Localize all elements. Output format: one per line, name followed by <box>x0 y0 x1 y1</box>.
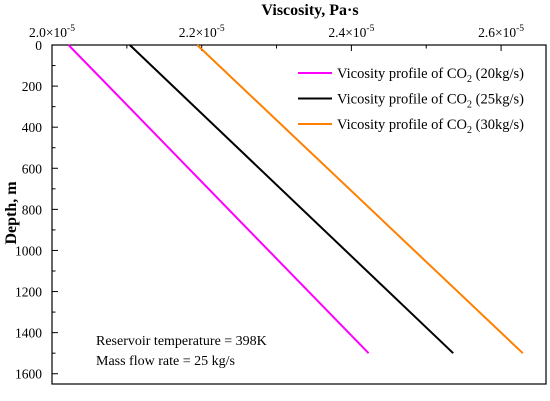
x-tick-label: 2.6×10-5 <box>478 24 524 40</box>
legend-label-text: Vicosity profile of CO <box>337 66 467 82</box>
legend-label-text: Vicosity profile of CO <box>337 92 467 108</box>
legend: Vicosity profile of CO2 (20kg/s)Vicosity… <box>298 66 524 136</box>
legend-label-suffix: (25kg/s) <box>472 92 524 108</box>
x-axis-title: Viscosity, Pa·s <box>261 2 358 19</box>
data-series <box>67 44 524 354</box>
x-tick-exponent: -5 <box>217 24 225 34</box>
x-tick-label: 2.2×10-5 <box>179 24 225 40</box>
x-tick-exponent: -5 <box>516 24 524 34</box>
y-tick-label: 0 <box>35 38 42 53</box>
y-tick-label: 800 <box>22 202 43 217</box>
legend-label-subscript: 2 <box>467 125 472 136</box>
plot-frame <box>51 44 547 385</box>
legend-label-subscript: 2 <box>467 74 472 85</box>
annotations: Reservoir temperature = 398K Mass flow ra… <box>96 334 267 369</box>
x-tick-mantissa: 2.0×10 <box>29 25 67 40</box>
legend-label-2: Vicosity profile of CO2 (25kg/s) <box>337 92 524 111</box>
x-tick-label: 2.0×10-5 <box>29 24 75 40</box>
annotation-1: Reservoir temperature = 398K <box>96 334 267 349</box>
annotation-2: Mass flow rate = 25 kg/s <box>96 354 235 369</box>
y-tick-label: 1400 <box>15 326 42 341</box>
legend-label-3: Vicosity profile of CO2 (30kg/s) <box>337 117 524 136</box>
y-axis-title: Depth, m <box>3 181 20 245</box>
legend-label-subscript: 2 <box>467 100 472 111</box>
y-tick-label: 400 <box>22 120 43 135</box>
plot-area-border <box>51 44 547 385</box>
series-line-2 <box>129 44 454 354</box>
series-line-1 <box>67 44 370 354</box>
y-tick-label: 1200 <box>15 285 42 300</box>
series-line-3 <box>196 44 524 354</box>
x-tick-exponent: -5 <box>67 24 75 34</box>
x-tick-mantissa: 2.6×10 <box>478 25 516 40</box>
x-tick-exponent: -5 <box>366 24 374 34</box>
y-tick-label: 200 <box>22 79 43 94</box>
y-tick-label: 1000 <box>15 243 42 258</box>
legend-label-text: Vicosity profile of CO <box>337 117 467 133</box>
x-tick-label: 2.4×10-5 <box>328 24 374 40</box>
legend-label-suffix: (20kg/s) <box>472 66 524 82</box>
legend-label-suffix: (30kg/s) <box>472 117 524 133</box>
x-tick-mantissa: 2.2×10 <box>179 25 217 40</box>
y-tick-label: 600 <box>22 161 43 176</box>
y-axis-ticks: 0 200 400 600 800 1000 1200 1400 1600 <box>15 38 58 382</box>
legend-label-1: Vicosity profile of CO2 (20kg/s) <box>337 66 524 85</box>
y-tick-label: 1600 <box>15 367 42 382</box>
x-tick-mantissa: 2.4×10 <box>328 25 366 40</box>
x-axis-ticks: 2.0×10-5 2.2×10-5 2.4×10-5 2.6×10-5 <box>29 24 524 51</box>
